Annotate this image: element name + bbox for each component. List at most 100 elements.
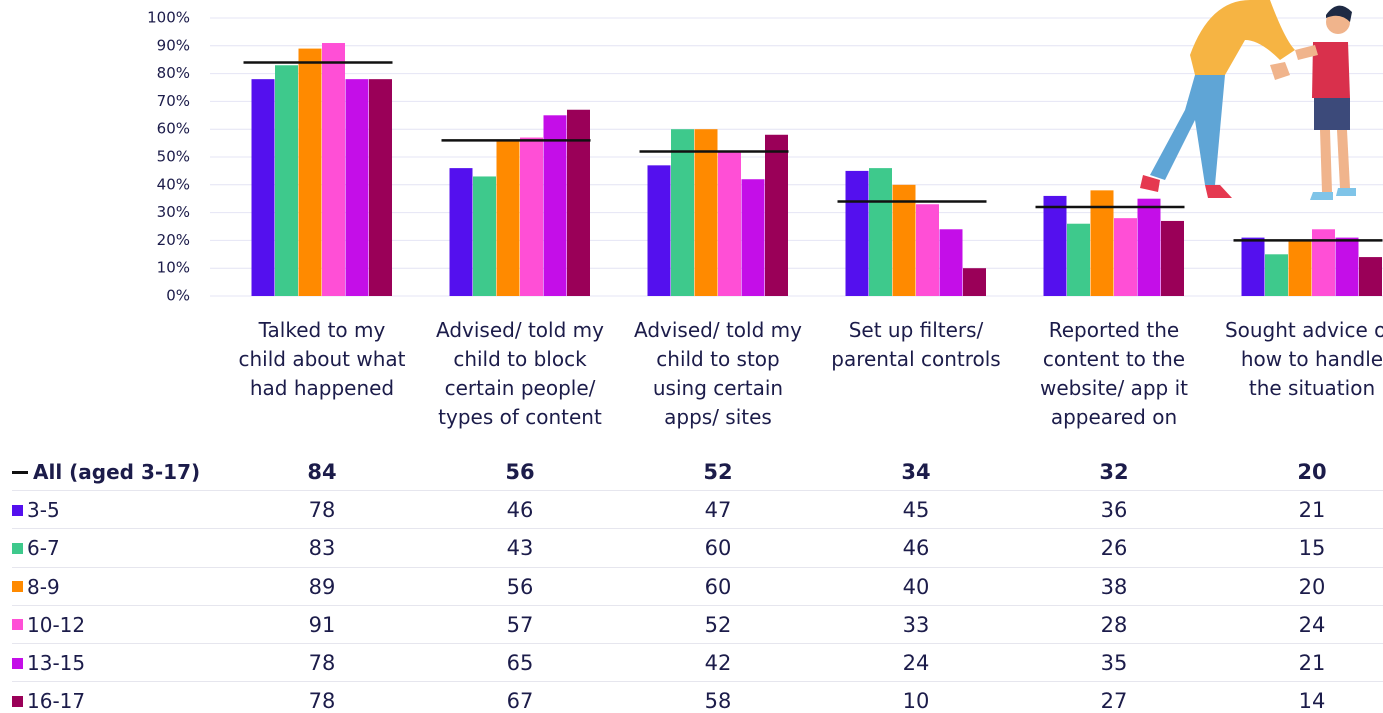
category-label: Talked to my child about what had happen… [238,318,406,400]
legend-entry: All (aged 3-17) [12,453,200,491]
bar [322,43,345,296]
legend-swatch [12,619,23,631]
table-cell: 67 [506,689,534,713]
table-cell: 52 [704,612,732,637]
table-cell: 78 [308,651,336,675]
table-cell: 33 [902,612,930,637]
row-separator [12,528,1383,530]
y-tick-label: 40% [157,175,190,193]
table-cell: 56 [506,574,534,599]
bar [567,109,590,297]
bar [671,129,694,296]
legend-swatch [12,581,23,593]
table-cell: 32 [1099,460,1129,484]
bar [963,268,986,296]
table-cell: 40 [902,574,930,599]
table-cell: 91 [308,612,336,637]
row-separator [12,490,1383,492]
table-cell: 65 [506,651,534,675]
legend-swatch [12,542,23,554]
bar [1043,195,1067,296]
bar [1090,190,1114,296]
bar [718,151,741,296]
legend-entry: 3-5 [12,491,60,529]
table-cell: 56 [505,460,535,484]
legend-label: 8-9 [27,574,60,599]
bar [369,79,392,296]
legend-swatch [12,504,23,516]
legend-entry: 6-7 [12,529,60,567]
table-cell: 83 [308,536,336,561]
bar [1161,220,1184,296]
y-tick-label: 20% [157,231,190,249]
bar [1137,198,1161,296]
table-cell: 35 [1100,651,1128,675]
table-cell: 42 [704,651,732,675]
legend-entry: 10-12 [12,606,85,644]
legend-label: 3-5 [27,498,60,523]
y-tick-label: 80% [157,64,190,82]
table-cell: 43 [506,536,534,561]
table-cell: 14 [1298,689,1326,713]
legend-line [12,470,28,474]
illustration [1140,0,1356,200]
y-tick-label: 90% [157,36,190,54]
row-separator [12,681,1383,683]
legend-label: 13-15 [27,651,86,675]
category-label: Set up filters/ parental controls [831,318,1001,371]
bar [1265,254,1288,296]
bar [1288,240,1312,296]
bar [473,176,496,296]
legend-swatch [12,657,23,669]
table-cell: 15 [1298,536,1326,561]
bar [251,79,275,296]
bar [916,204,939,296]
bar [765,134,788,296]
bar [298,48,322,296]
legend-swatch [12,695,23,707]
y-tick-label: 0% [166,287,190,305]
table-cell: 20 [1297,460,1327,484]
bar [496,140,520,296]
table-cell: 89 [308,574,336,599]
legend-entry: 13-15 [12,644,85,682]
table-cell: 36 [1100,498,1128,523]
table-cell: 57 [506,612,534,637]
legend-label: All (aged 3-17) [33,460,201,484]
table-cell: 45 [902,498,930,523]
bar [1114,218,1137,296]
table-cell: 47 [704,498,732,523]
y-tick-label: 100% [147,9,190,27]
y-tick-label: 30% [157,203,190,221]
legend-label: 10-12 [27,612,86,637]
table-cell: 58 [704,689,732,713]
y-tick-label: 10% [157,259,190,277]
legend-entry: 8-9 [12,568,60,606]
bar [543,115,567,296]
table-cell: 21 [1298,498,1326,523]
table-cell: 10 [902,689,930,713]
bar [741,179,765,296]
bar [1359,257,1382,296]
bar [694,129,718,296]
bar [520,137,543,296]
table-cell: 60 [704,536,732,561]
table-cell: 26 [1100,536,1128,561]
table-cell: 78 [308,498,336,523]
legend-label: 16-17 [27,689,86,713]
bar [1335,237,1359,296]
table-cell: 27 [1100,689,1128,713]
table-cell: 60 [704,574,732,599]
bar [275,65,298,296]
table-cell: 20 [1298,574,1326,599]
y-tick-label: 70% [157,92,190,110]
table-cell: 28 [1100,612,1128,637]
bar [845,170,869,296]
table-cell: 21 [1298,651,1326,675]
bar [1067,223,1090,296]
table-cell: 24 [902,651,930,675]
y-tick-label: 60% [157,120,190,138]
bar [939,229,963,296]
table-cell: 46 [506,498,534,523]
